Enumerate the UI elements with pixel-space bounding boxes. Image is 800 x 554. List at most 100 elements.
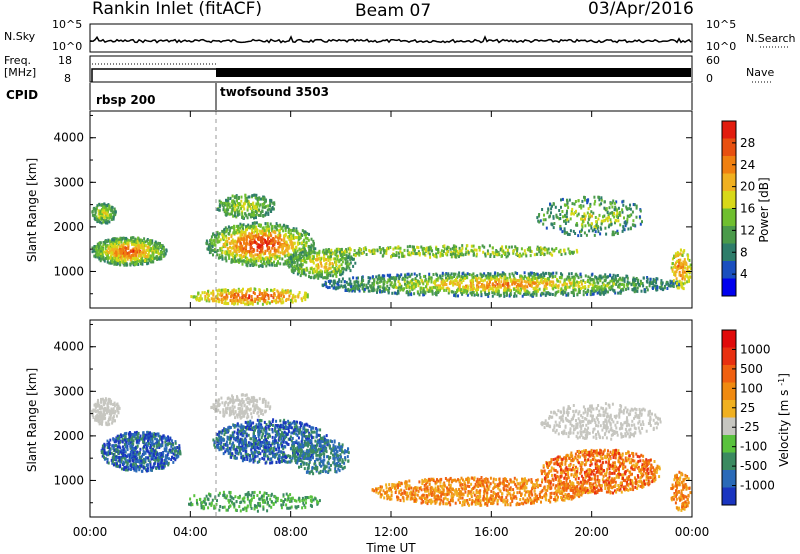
scatter-cell [281,297,284,301]
scatter-cell [237,206,240,209]
scatter-cell [422,293,425,297]
scatter-cell [151,239,154,243]
scatter-cell [165,248,168,252]
scatter-cell [253,287,256,291]
scatter-cell [548,272,551,276]
scatter-cell [464,286,467,290]
scatter-cell [258,213,260,217]
scatter-cell [226,243,229,247]
scatter-cell [529,293,532,297]
scatter-cell [629,207,632,211]
scatter-cell [256,253,259,257]
scatter-cell [536,276,538,280]
scatter-cell [583,212,586,216]
scatter-cell [235,228,238,232]
scatter-cell [233,227,236,231]
scatter-cell [611,230,614,234]
scatter-cell [268,301,271,305]
scatter-cell [560,287,563,291]
scatter-cell [472,290,475,294]
scatter-cell [650,281,653,285]
scatter-cell [305,295,308,299]
scatter-cell [219,292,222,296]
scatter-cell [238,209,241,213]
scatter-cell [138,254,141,258]
scatter-cell [621,229,624,233]
scatter-cell [136,257,139,261]
scatter-cell [255,297,258,301]
scatter-cell [505,282,507,286]
scatter-cell [609,279,612,283]
scatter-cell [516,252,519,256]
scatter-cell [105,206,108,210]
scatter-cell [514,271,517,275]
scatter-cell [515,294,518,298]
scatter-cell [633,290,636,294]
scatter-cell [396,273,399,277]
scatter-cell [196,296,199,300]
scatter-cell [261,296,264,300]
scatter-cell [533,281,536,285]
scatter-cell [129,258,132,262]
scatter-cell [540,247,543,251]
scatter-cell [619,223,622,227]
scatter-cell [496,285,499,289]
scatter-cell [417,251,420,255]
scatter-cell [417,246,420,250]
scatter-cell [139,254,142,258]
scatter-cell [563,290,566,294]
scatter-cell [262,241,265,245]
scatter-cell [94,218,97,222]
scatter-cell [423,291,426,295]
scatter-cell [118,434,120,438]
scatter-cell [416,290,419,294]
scatter-cell [98,256,101,260]
scatter-cell [252,206,255,210]
scatter-cell [353,287,356,290]
scatter-cell [294,299,297,303]
scatter-cell [458,246,461,250]
scatter-cell [312,246,315,250]
scatter-cell [654,284,657,288]
scatter-cell [137,236,140,240]
scatter-cell [583,198,586,202]
scatter-cell [293,260,296,264]
scatter-cell [278,256,281,260]
scatter-cell [236,210,239,214]
scatter-cell [312,256,315,260]
scatter-cell [550,272,553,276]
scatter-cell [242,259,245,263]
scatter-cell [252,254,255,258]
scatter-cell [270,225,273,229]
scatter-cell [152,260,155,264]
scatter-cell [289,260,291,264]
scatter-cell [397,251,400,255]
scatter-cell [575,209,577,213]
scatter-cell [264,249,267,253]
scatter-cell [587,221,590,225]
scatter-cell [347,264,350,268]
scatter-cell [582,293,585,297]
scatter-cell [244,198,247,202]
scatter-cell [100,245,103,249]
scatter-cell [383,251,386,255]
scatter-cell [595,226,597,230]
scatter-cell [273,263,276,267]
scatter-cell [249,302,252,306]
scatter-cell [102,213,105,217]
scatter-cell [544,277,547,281]
scatter-cell [110,209,113,213]
scatter-cell [460,288,463,292]
scatter-cell [100,221,103,225]
scatter-cell [246,216,249,220]
scatter-cell [580,217,582,221]
scatter-cell [518,254,521,257]
scatter-cell [318,251,320,255]
scatter-cell [154,240,157,244]
scatter-cell [239,233,242,237]
scatter-cell [572,294,575,297]
scatter-cell [291,241,294,245]
scatter-cell [103,250,106,254]
scatter-cell [242,215,245,219]
scatter-cell [131,254,133,258]
